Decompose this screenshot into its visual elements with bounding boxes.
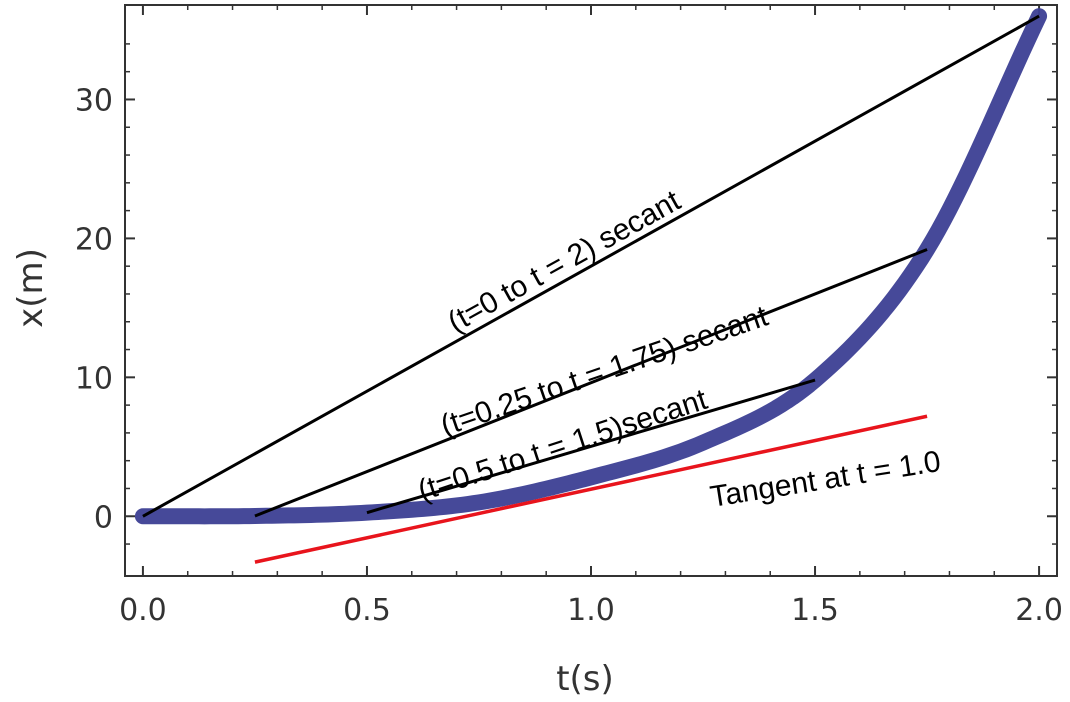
secant-line-0	[142, 14, 1040, 518]
y-tick-label: 30	[75, 83, 113, 118]
lines-layer	[142, 14, 1040, 564]
secant-label-0-to-2: (t=0 to t = 2) secant	[442, 184, 686, 339]
tick-labels: 0.0 0.5 1.0 1.5 2.0 0 10 20 30	[75, 83, 1063, 628]
x-tick-label: 1.0	[567, 593, 615, 628]
y-tick-label: 20	[75, 222, 113, 257]
curve-layer	[134, 8, 1048, 525]
y-tick-label: 10	[75, 361, 113, 396]
y-tick-label: 0	[94, 500, 113, 535]
y-axis-label: x(m)	[11, 248, 51, 328]
x-axis-label: t(s)	[556, 659, 614, 699]
x-tick-label: 0.5	[343, 593, 391, 628]
tangent-line	[254, 414, 928, 564]
x-tick-label: 1.5	[791, 593, 839, 628]
secant-line-1	[254, 248, 928, 518]
x-tick-label: 0.0	[119, 593, 167, 628]
position-curve	[134, 8, 1048, 525]
x-tick-label: 2.0	[1015, 593, 1063, 628]
secant-line-2	[366, 378, 816, 515]
